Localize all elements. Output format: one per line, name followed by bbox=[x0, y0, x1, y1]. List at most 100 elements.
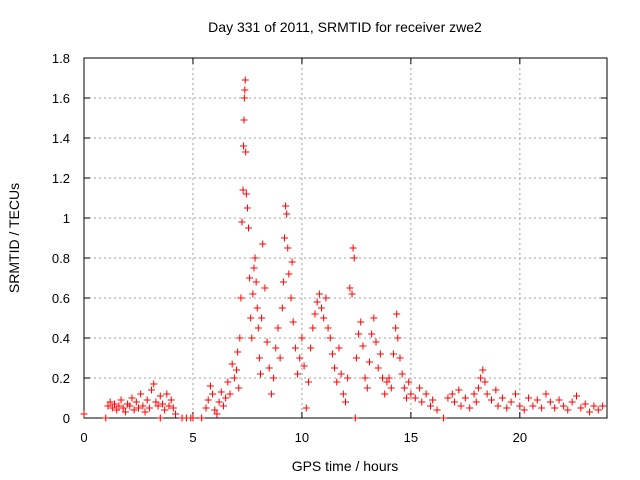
data-point bbox=[564, 406, 572, 414]
data-point bbox=[263, 338, 271, 346]
data-point bbox=[254, 324, 262, 332]
data-point bbox=[261, 284, 269, 292]
data-point bbox=[313, 298, 321, 306]
data-point bbox=[108, 404, 116, 412]
data-point bbox=[520, 406, 528, 414]
data-point bbox=[253, 304, 261, 312]
data-point bbox=[331, 364, 339, 372]
chart-title: Day 331 of 2011, SRMTID for receiver zwe… bbox=[208, 19, 482, 35]
data-point bbox=[477, 374, 485, 382]
data-point bbox=[374, 364, 382, 372]
ticks: 0 0.2 0.4 0.6 0.8 1 1.2 1.4 1.6 1.8 0 5 10 15 20 bbox=[52, 51, 607, 445]
data-point bbox=[233, 366, 241, 374]
data-point bbox=[239, 186, 247, 194]
data-point bbox=[363, 384, 371, 392]
data-point bbox=[238, 218, 246, 226]
data-point bbox=[398, 370, 406, 378]
data-point bbox=[392, 324, 400, 332]
data-point bbox=[352, 354, 360, 362]
data-point bbox=[450, 398, 458, 406]
data-point bbox=[222, 394, 230, 402]
data-point bbox=[128, 394, 136, 402]
x-tick-label: 20 bbox=[513, 430, 527, 445]
data-point bbox=[250, 264, 258, 272]
data-point bbox=[342, 398, 349, 406]
data-point bbox=[284, 244, 292, 252]
data-point bbox=[288, 258, 296, 266]
y-tick-label: 0.8 bbox=[52, 251, 70, 266]
data-point bbox=[219, 402, 227, 410]
data-point bbox=[365, 358, 373, 366]
data-point bbox=[448, 390, 456, 398]
data-point bbox=[80, 410, 88, 418]
data-point bbox=[511, 390, 519, 398]
data-point bbox=[572, 392, 580, 400]
data-point bbox=[274, 324, 282, 332]
data-point bbox=[215, 398, 223, 406]
data-point bbox=[357, 318, 365, 326]
data-point bbox=[276, 354, 284, 362]
data-point bbox=[249, 290, 257, 298]
data-point bbox=[411, 394, 419, 402]
data-point bbox=[137, 390, 145, 398]
data-point bbox=[154, 402, 162, 410]
data-point bbox=[247, 314, 255, 322]
data-point bbox=[267, 390, 275, 398]
data-point bbox=[555, 396, 563, 404]
data-point bbox=[132, 398, 140, 406]
x-tick-label: 0 bbox=[80, 430, 87, 445]
data-point bbox=[444, 394, 452, 402]
data-point bbox=[370, 314, 378, 322]
data-point bbox=[234, 348, 242, 356]
data-point bbox=[503, 404, 511, 412]
data-point bbox=[119, 404, 127, 412]
data-point bbox=[461, 394, 469, 402]
data-point bbox=[324, 324, 332, 332]
data-point bbox=[318, 304, 326, 312]
data-point bbox=[240, 94, 248, 102]
data-point bbox=[379, 374, 387, 382]
data-point bbox=[418, 398, 426, 406]
data-point bbox=[134, 404, 142, 412]
data-point bbox=[156, 392, 164, 400]
data-point bbox=[237, 294, 245, 302]
data-point bbox=[241, 86, 249, 94]
data-point bbox=[546, 398, 554, 406]
data-point bbox=[429, 396, 437, 404]
data-point bbox=[139, 402, 147, 410]
data-point bbox=[494, 402, 502, 410]
data-point bbox=[533, 396, 541, 404]
data-point bbox=[152, 398, 160, 406]
data-point bbox=[287, 294, 295, 302]
y-tick-label: 1.6 bbox=[52, 91, 70, 106]
data-point bbox=[542, 390, 550, 398]
data-point bbox=[349, 244, 357, 252]
data-point bbox=[577, 404, 585, 412]
data-point bbox=[457, 402, 465, 410]
y-tick-label: 0.4 bbox=[52, 331, 70, 346]
data-point bbox=[538, 404, 546, 412]
data-point bbox=[383, 378, 391, 386]
data-point bbox=[230, 374, 238, 382]
data-point bbox=[328, 350, 336, 358]
data-point bbox=[315, 290, 323, 298]
data-point bbox=[198, 414, 206, 422]
data-point bbox=[466, 404, 474, 412]
data-point bbox=[302, 404, 310, 412]
data-point bbox=[282, 202, 290, 210]
data-point bbox=[498, 394, 506, 402]
data-point bbox=[213, 410, 221, 418]
data-point bbox=[240, 116, 248, 124]
data-point bbox=[255, 354, 263, 362]
data-point bbox=[278, 304, 286, 312]
data-point bbox=[202, 404, 210, 412]
data-point bbox=[405, 378, 413, 386]
x-tick-label: 5 bbox=[189, 430, 196, 445]
data-point bbox=[115, 402, 123, 410]
data-point bbox=[102, 414, 110, 422]
data-point bbox=[474, 384, 482, 392]
data-point bbox=[407, 390, 415, 398]
data-point bbox=[236, 334, 244, 342]
y-tick-label: 1.4 bbox=[52, 131, 70, 146]
